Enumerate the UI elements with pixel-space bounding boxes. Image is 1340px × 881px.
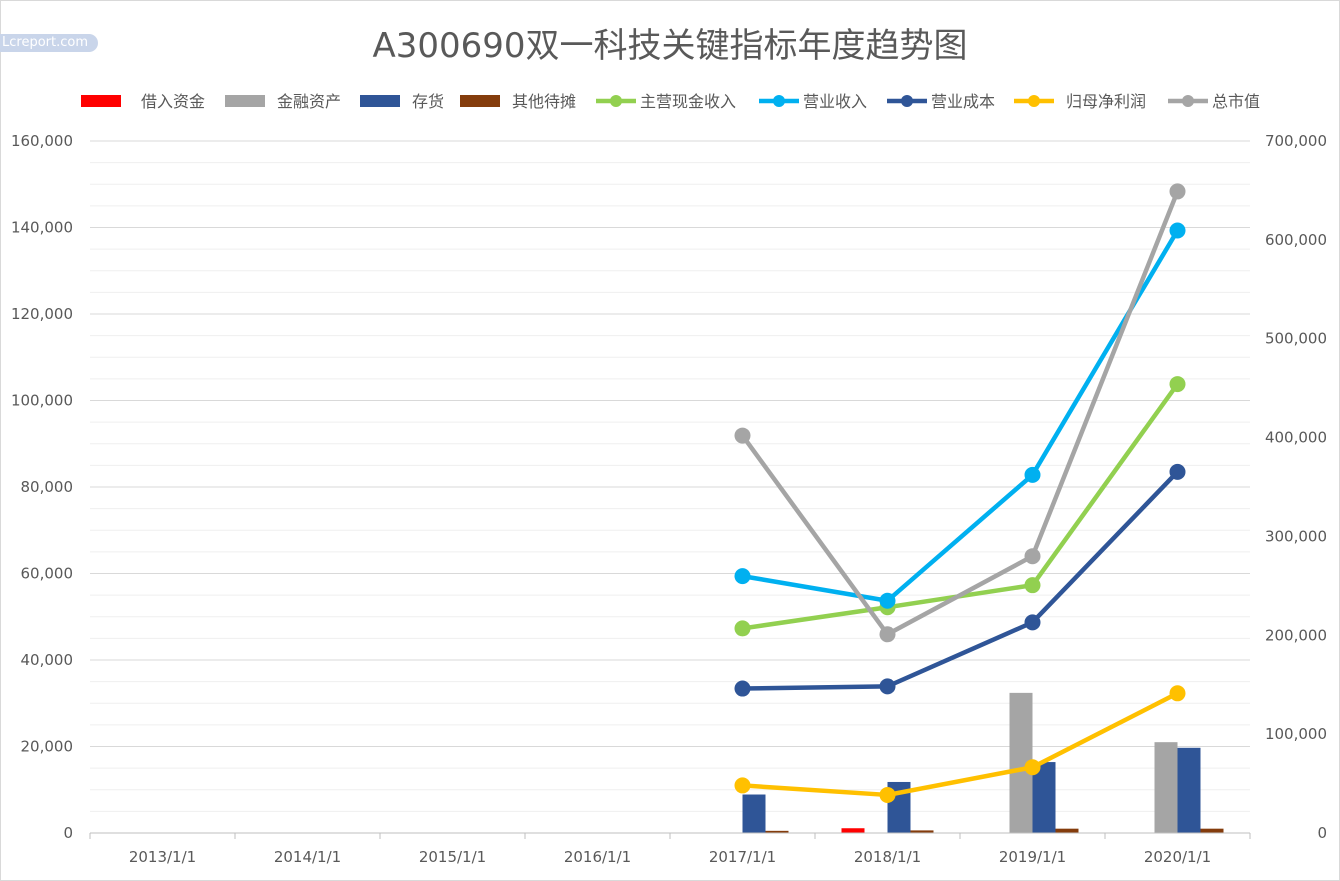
legend-label: 总市值 [1212, 92, 1260, 111]
y-right-tick-label: 500,000 [1265, 330, 1327, 348]
x-tick-label: 2015/1/1 [419, 848, 486, 866]
legend-label: 金融资产 [277, 92, 341, 111]
data-point [734, 620, 751, 637]
y-right-tick-label: 700,000 [1265, 132, 1327, 150]
y-right-tick-label: 400,000 [1265, 429, 1327, 447]
series-line [742, 470, 1180, 691]
x-tick-label: 2016/1/1 [564, 848, 631, 866]
data-point [734, 427, 751, 444]
y-left-tick-label: 60,000 [21, 565, 74, 583]
bar [910, 830, 934, 833]
data-point [734, 680, 751, 697]
x-tick-label: 2013/1/1 [129, 848, 196, 866]
legend-marker [1182, 95, 1194, 107]
data-point [1169, 685, 1186, 702]
legend-label: 归母净利润 [1066, 92, 1146, 111]
bar [742, 794, 766, 833]
bar [1200, 828, 1224, 833]
legend-swatch [81, 95, 121, 107]
y-left-tick-label: 80,000 [21, 478, 74, 496]
legend-label: 营业成本 [931, 92, 995, 111]
data-point [1024, 577, 1041, 594]
bar [841, 828, 865, 833]
y-left-tick-label: 40,000 [21, 651, 74, 669]
x-tick-label: 2020/1/1 [1144, 848, 1211, 866]
legend-label: 借入资金 [141, 92, 205, 111]
y-right-tick-label: 200,000 [1265, 626, 1327, 644]
bar [1055, 828, 1079, 833]
data-point [879, 678, 896, 695]
data-point [879, 626, 896, 643]
data-point [879, 592, 896, 609]
legend-marker [610, 95, 622, 107]
axes: 2013/1/1 2014/1/1 2015/1/1 2016/1/1 2017/1/1… [11, 132, 1327, 866]
x-tick-label: 2014/1/1 [274, 848, 341, 866]
bar [1177, 747, 1201, 833]
gridlines [90, 140, 1250, 834]
y-left-tick-label: 20,000 [21, 738, 74, 756]
legend-swatch [460, 95, 500, 107]
watermark-logo: Lcreport.com [0, 34, 98, 52]
data-point [1024, 548, 1041, 565]
legend-label: 主营现金收入 [640, 92, 736, 111]
y-left-tick-label: 100,000 [11, 392, 73, 410]
data-point [734, 568, 751, 585]
chart-title: A300690双一科技关键指标年度趋势图 [372, 26, 968, 66]
y-right-tick-label: 600,000 [1265, 231, 1327, 249]
data-point [1169, 463, 1186, 480]
data-point [1169, 222, 1186, 239]
legend: 借入资金 金融资产 存货 其他待摊 主营现金收入 营业收入 营业成本 归母净利润 总市值 [81, 92, 1260, 111]
y-right-tick-label: 300,000 [1265, 527, 1327, 545]
bar [1009, 692, 1033, 833]
bar [1032, 762, 1056, 833]
data-point [1024, 466, 1041, 483]
series-line [742, 691, 1179, 798]
y-left-tick-label: 0 [63, 824, 73, 842]
legend-marker [901, 95, 913, 107]
legend-label: 营业收入 [803, 92, 867, 111]
y-left-tick-label: 120,000 [11, 305, 73, 323]
x-tick-label: 2018/1/1 [854, 848, 921, 866]
x-tick-label: 2019/1/1 [999, 848, 1066, 866]
data-point [1169, 183, 1186, 200]
bar-group [742, 692, 1224, 833]
y-left-tick-label: 160,000 [11, 132, 73, 150]
y-left-tick-label: 140,000 [11, 219, 73, 237]
legend-label: 存货 [412, 92, 444, 111]
y-right-tick-label: 0 [1317, 824, 1327, 842]
bar [1154, 742, 1178, 833]
data-point [879, 786, 896, 803]
line-group [734, 183, 1186, 803]
series-line [742, 229, 1180, 603]
legend-label: 其他待摊 [512, 92, 576, 111]
series-line [742, 382, 1180, 631]
legend-marker [1028, 95, 1040, 107]
series-line [740, 190, 1180, 637]
x-tick-label: 2017/1/1 [709, 848, 776, 866]
data-point [1169, 376, 1186, 393]
legend-swatch [360, 95, 400, 107]
data-point [1024, 614, 1041, 631]
legend-swatch [225, 95, 265, 107]
bar [765, 830, 789, 833]
data-point [734, 777, 751, 794]
data-point [1024, 759, 1041, 776]
y-right-tick-label: 100,000 [1265, 725, 1327, 743]
legend-marker [773, 95, 785, 107]
